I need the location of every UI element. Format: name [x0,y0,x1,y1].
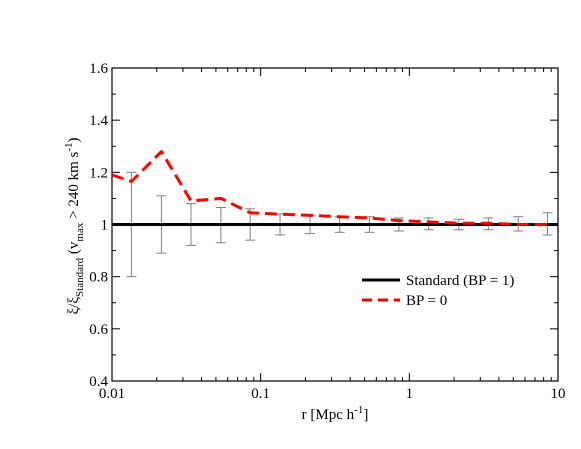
minor-ticks [112,68,558,381]
x-tick-label: 10 [551,386,566,402]
error-bars [126,171,553,278]
y-tick-label: 1.6 [89,61,108,77]
x-axis-title: r [Mpc h-1] [302,404,369,423]
y-axis-title-p1: ξ/ξ [66,297,82,315]
y-tick-label: 1 [101,218,109,234]
y-axis-title-sub2: max [74,222,86,241]
y-axis-title-p2: (v [66,241,82,258]
x-tick-label: 0.01 [99,386,125,402]
x-tick-label: 0.1 [251,386,270,402]
series-line-bp0 [111,150,548,226]
series-lines [111,150,558,226]
x-tick-label: 1 [406,386,414,402]
y-axis-title-sub1: Standard [74,257,86,297]
legend-label-bp0: BP = 0 [406,293,447,309]
y-tick-label: 1.2 [89,165,108,181]
y-tick-label: 1.4 [89,113,108,129]
legend: Standard (BP = 1) BP = 0 [362,273,514,309]
x-axis-title-tail: ] [363,407,368,423]
y-axis-title-p3: > 240 km s [66,152,82,223]
legend-label-standard: Standard (BP = 1) [406,273,514,289]
x-tick-labels: 0.01 0.1 1 10 [99,386,566,402]
y-axis-title-sup: -1 [63,143,75,152]
y-tick-label: 0.8 [89,270,108,286]
y-tick-labels: 0.4 0.6 0.8 1 1.2 1.4 1.6 [89,61,108,390]
y-axis-title-p4: ) [66,138,82,143]
y-tick-label: 0.6 [89,322,108,338]
y-tick-label: 0.4 [89,374,108,390]
x-axis-title-main: r [Mpc h [302,407,355,423]
y-axis-title: ξ/ξStandard (vmax > 240 km s-1) [63,138,86,315]
x-axis-title-sup: -1 [354,404,363,416]
